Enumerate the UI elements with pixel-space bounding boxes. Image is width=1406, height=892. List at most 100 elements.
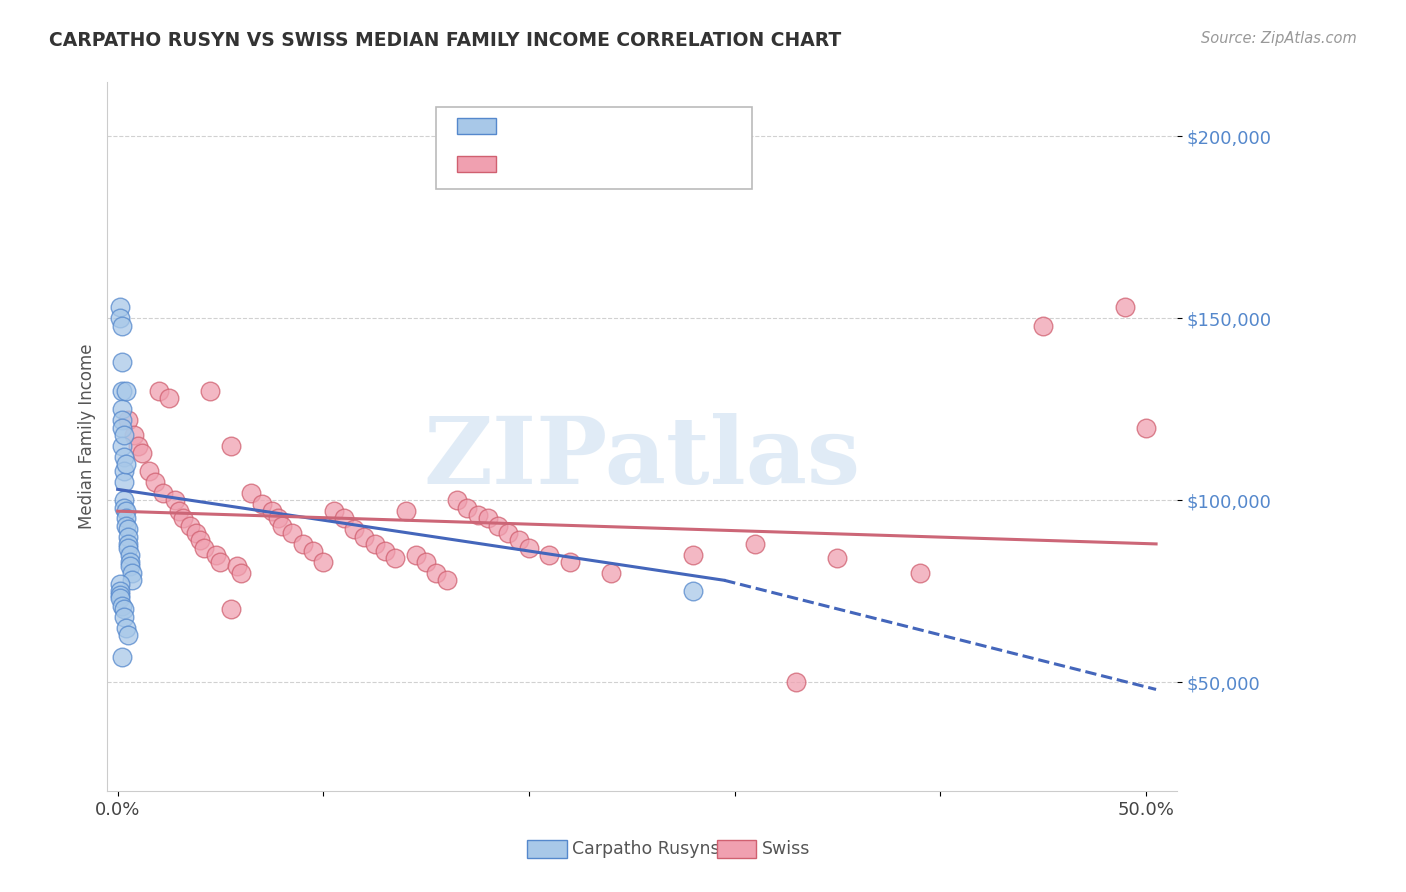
Point <box>219 602 242 616</box>
Point <box>600 566 623 580</box>
Point <box>343 522 366 536</box>
Point <box>498 526 520 541</box>
Point <box>517 541 540 555</box>
Point <box>108 577 131 591</box>
Point <box>209 555 232 569</box>
Point <box>111 384 134 398</box>
Point <box>240 486 263 500</box>
Point <box>198 384 221 398</box>
Point <box>121 566 143 580</box>
Point <box>108 588 131 602</box>
Point <box>108 301 131 315</box>
Point <box>111 420 134 434</box>
Point <box>425 566 447 580</box>
Point <box>117 541 139 555</box>
Text: Swiss: Swiss <box>762 840 810 858</box>
Point <box>117 628 139 642</box>
Point <box>1032 318 1054 333</box>
Text: R =: R = <box>505 117 543 135</box>
Point <box>486 518 509 533</box>
Point <box>111 439 134 453</box>
Point <box>115 384 138 398</box>
Point <box>219 439 242 453</box>
Point <box>281 526 304 541</box>
Point <box>112 493 135 508</box>
Point <box>682 548 704 562</box>
Point <box>117 522 139 536</box>
Point <box>117 537 139 551</box>
Point <box>908 566 931 580</box>
Point <box>229 566 252 580</box>
Point <box>467 508 489 522</box>
Point <box>374 544 396 558</box>
Point <box>353 530 375 544</box>
Point <box>558 555 581 569</box>
Point <box>143 475 166 489</box>
Point <box>322 504 344 518</box>
Point <box>477 511 499 525</box>
Point <box>405 548 427 562</box>
Point <box>108 311 131 326</box>
Point <box>111 402 134 417</box>
Point <box>138 464 160 478</box>
Point <box>436 574 458 588</box>
Point <box>188 533 211 548</box>
Text: Source: ZipAtlas.com: Source: ZipAtlas.com <box>1201 31 1357 46</box>
Point <box>682 584 704 599</box>
Text: -0.184: -0.184 <box>538 117 600 135</box>
Point <box>111 599 134 613</box>
Point <box>108 584 131 599</box>
Point <box>165 493 187 508</box>
Point <box>112 602 135 616</box>
Point <box>184 526 207 541</box>
Point <box>111 413 134 427</box>
Point <box>118 558 141 573</box>
Point <box>117 530 139 544</box>
Point <box>193 541 215 555</box>
Point <box>179 518 201 533</box>
Point <box>172 511 194 525</box>
Point <box>115 518 138 533</box>
Point <box>205 548 228 562</box>
Point <box>112 450 135 464</box>
Text: CARPATHO RUSYN VS SWISS MEDIAN FAMILY INCOME CORRELATION CHART: CARPATHO RUSYN VS SWISS MEDIAN FAMILY IN… <box>49 31 841 50</box>
Point <box>394 504 416 518</box>
Text: -0.112: -0.112 <box>538 154 600 172</box>
Point <box>111 355 134 369</box>
Point <box>271 518 294 533</box>
Point <box>363 537 385 551</box>
Point <box>115 621 138 635</box>
Point <box>267 511 290 525</box>
Point <box>1114 301 1136 315</box>
Point <box>446 493 468 508</box>
Point <box>827 551 849 566</box>
Text: N =: N = <box>600 154 655 172</box>
Text: N =: N = <box>600 117 655 135</box>
Point <box>538 548 561 562</box>
Point <box>456 500 478 515</box>
Point <box>118 555 141 569</box>
Point <box>127 439 149 453</box>
Point <box>108 591 131 606</box>
Point <box>291 537 314 551</box>
Point <box>115 457 138 471</box>
Point <box>148 384 170 398</box>
Point <box>508 533 530 548</box>
Point <box>112 475 135 489</box>
Text: Carpatho Rusyns: Carpatho Rusyns <box>572 840 720 858</box>
Point <box>384 551 406 566</box>
Point <box>131 446 153 460</box>
Point <box>1135 420 1157 434</box>
Point <box>415 555 437 569</box>
Point <box>115 511 138 525</box>
Point <box>112 427 135 442</box>
Point <box>260 504 283 518</box>
Point <box>121 574 143 588</box>
Point <box>169 504 191 518</box>
Point <box>112 500 135 515</box>
Text: 63: 63 <box>651 154 675 172</box>
Point <box>744 537 766 551</box>
Point <box>157 392 180 406</box>
Point <box>117 413 139 427</box>
Point <box>152 486 174 500</box>
